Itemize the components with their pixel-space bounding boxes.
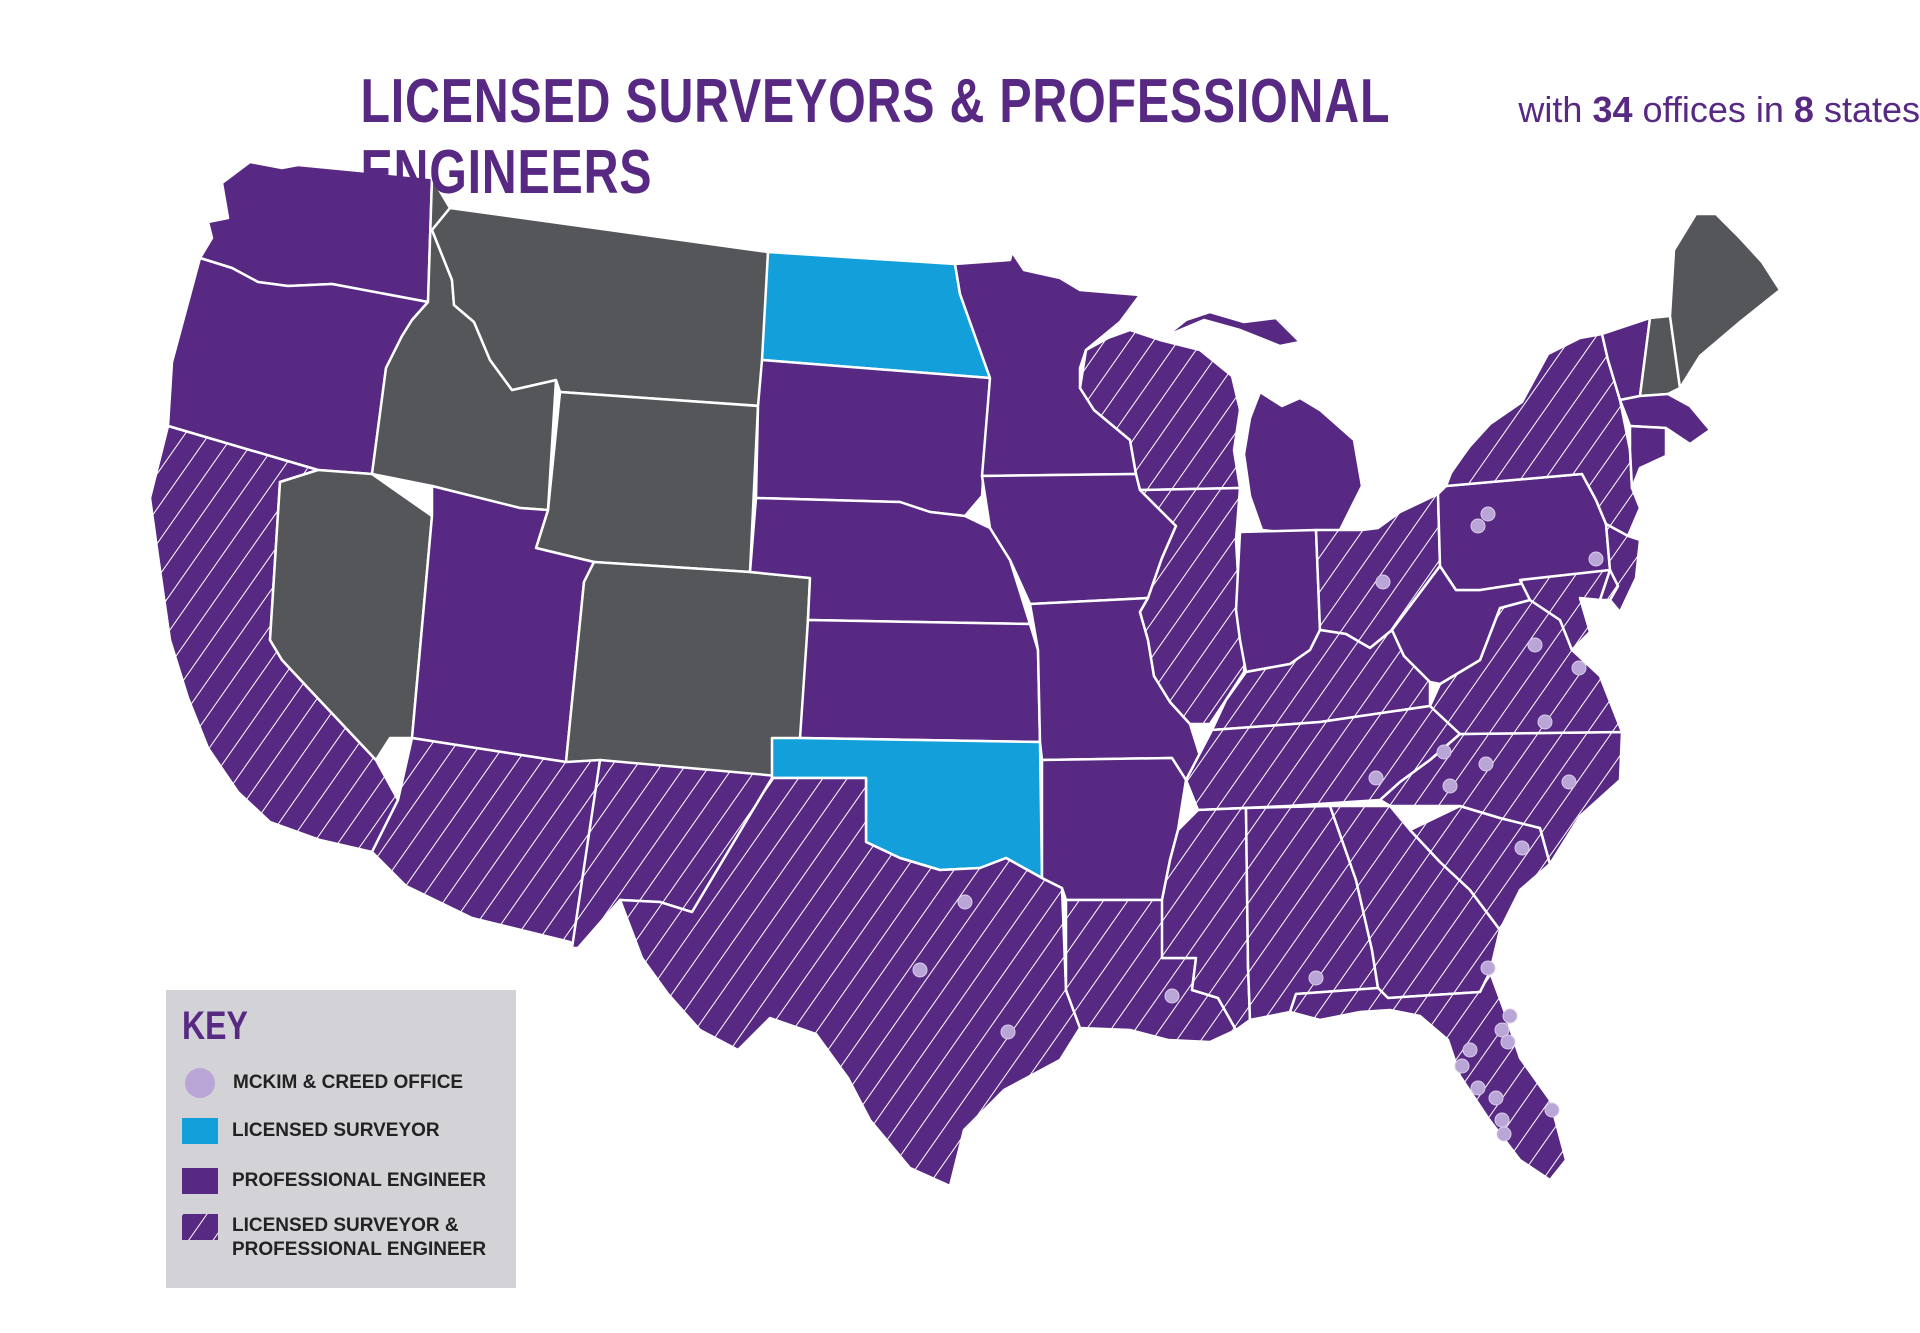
key-label-surveyor: LICENSED SURVEYOR	[232, 1120, 440, 1141]
office-marker-fl-2	[1502, 1008, 1518, 1024]
office-marker-la-1	[1164, 988, 1180, 1004]
state-me	[1668, 212, 1782, 390]
office-marker-fl-6	[1454, 1058, 1470, 1074]
office-marker-tx-3	[1000, 1024, 1016, 1040]
key-item-both: LICENSED SURVEYOR & PROFESSIONAL ENGINEER	[182, 1214, 486, 1262]
office-marker-pa-1	[1480, 506, 1496, 522]
key-item-engineer: PROFESSIONAL ENGINEER	[182, 1168, 486, 1194]
key-label-both-line1: LICENSED SURVEYOR &	[232, 1215, 459, 1236]
key-label-both-line2: PROFESSIONAL ENGINEER	[232, 1239, 487, 1260]
state-de	[1598, 568, 1620, 602]
state-count: 8	[1793, 89, 1814, 130]
office-marker-nc-2	[1436, 744, 1452, 760]
page-title: LICENSED SURVEYORS & PROFESSIONAL ENGINE…	[360, 67, 1390, 207]
subtitle-mid: offices in	[1632, 89, 1794, 130]
office-marker-fl-7	[1470, 1080, 1486, 1096]
office-marker-fl-11	[1544, 1102, 1560, 1118]
office-marker-sc-1	[1514, 840, 1530, 856]
office-marker-oh-1	[1375, 574, 1391, 590]
office-marker-fl-9	[1494, 1112, 1510, 1128]
state-ks	[798, 618, 1042, 744]
state-tx	[618, 776, 1082, 1188]
subtitle-suffix: states	[1813, 89, 1920, 130]
purple-swatch-icon	[182, 1168, 218, 1194]
header: LICENSED SURVEYORS & PROFESSIONAL ENGINE…	[0, 66, 1920, 207]
office-marker-pa-2	[1470, 518, 1486, 534]
office-marker-fl-8	[1488, 1090, 1504, 1106]
offices-layer	[912, 506, 1604, 1142]
office-marker-fl-3	[1494, 1022, 1510, 1038]
state-fl	[1288, 970, 1568, 1182]
states-layer	[148, 160, 1782, 1188]
state-az	[370, 736, 602, 950]
key-item-office: MCKIM & CREED OFFICE	[182, 1068, 463, 1098]
hatched-swatch-icon	[182, 1214, 218, 1240]
map-key: KEY MCKIM & CREED OFFICE LICENSED SURVEY…	[166, 990, 516, 1288]
office-marker-fl-10	[1496, 1126, 1512, 1142]
office-marker-nc-4	[1442, 778, 1458, 794]
office-dot-icon	[185, 1068, 215, 1098]
state-ar	[1040, 756, 1188, 902]
state-sd	[754, 358, 992, 518]
office-marker-nc-5	[1561, 774, 1577, 790]
key-label-engineer: PROFESSIONAL ENGINEER	[232, 1170, 487, 1191]
state-ct	[1628, 424, 1668, 490]
office-marker-va-2	[1571, 660, 1587, 676]
state-nh	[1638, 314, 1682, 398]
office-marker-nc-3	[1478, 756, 1494, 772]
office-marker-nc-6	[1368, 770, 1384, 786]
subtitle-prefix: with	[1518, 89, 1593, 130]
state-wi	[1078, 328, 1242, 492]
office-count: 34	[1592, 89, 1633, 130]
office-marker-va-1	[1527, 637, 1543, 653]
state-nc	[1378, 730, 1624, 866]
office-marker-tx-2	[912, 962, 928, 978]
blue-swatch-icon	[182, 1118, 218, 1144]
office-marker-nc-1	[1537, 714, 1553, 730]
office-marker-md-1	[1588, 551, 1604, 567]
state-nv	[268, 468, 434, 762]
key-item-surveyor: LICENSED SURVEYOR	[182, 1118, 440, 1144]
key-label-office: MCKIM & CREED OFFICE	[233, 1072, 464, 1093]
office-marker-fl-1	[1480, 960, 1496, 976]
office-marker-fl-4	[1500, 1034, 1516, 1050]
key-label-both: LICENSED SURVEYOR & PROFESSIONAL ENGINEER	[232, 1214, 486, 1262]
office-marker-fl-5	[1462, 1042, 1478, 1058]
office-marker-al-1	[1308, 970, 1324, 986]
page-subtitle: with 34 offices in 8 states	[1518, 89, 1920, 131]
key-title: KEY	[182, 1004, 248, 1048]
state-wy	[534, 390, 760, 574]
office-marker-tx-1	[957, 894, 973, 910]
